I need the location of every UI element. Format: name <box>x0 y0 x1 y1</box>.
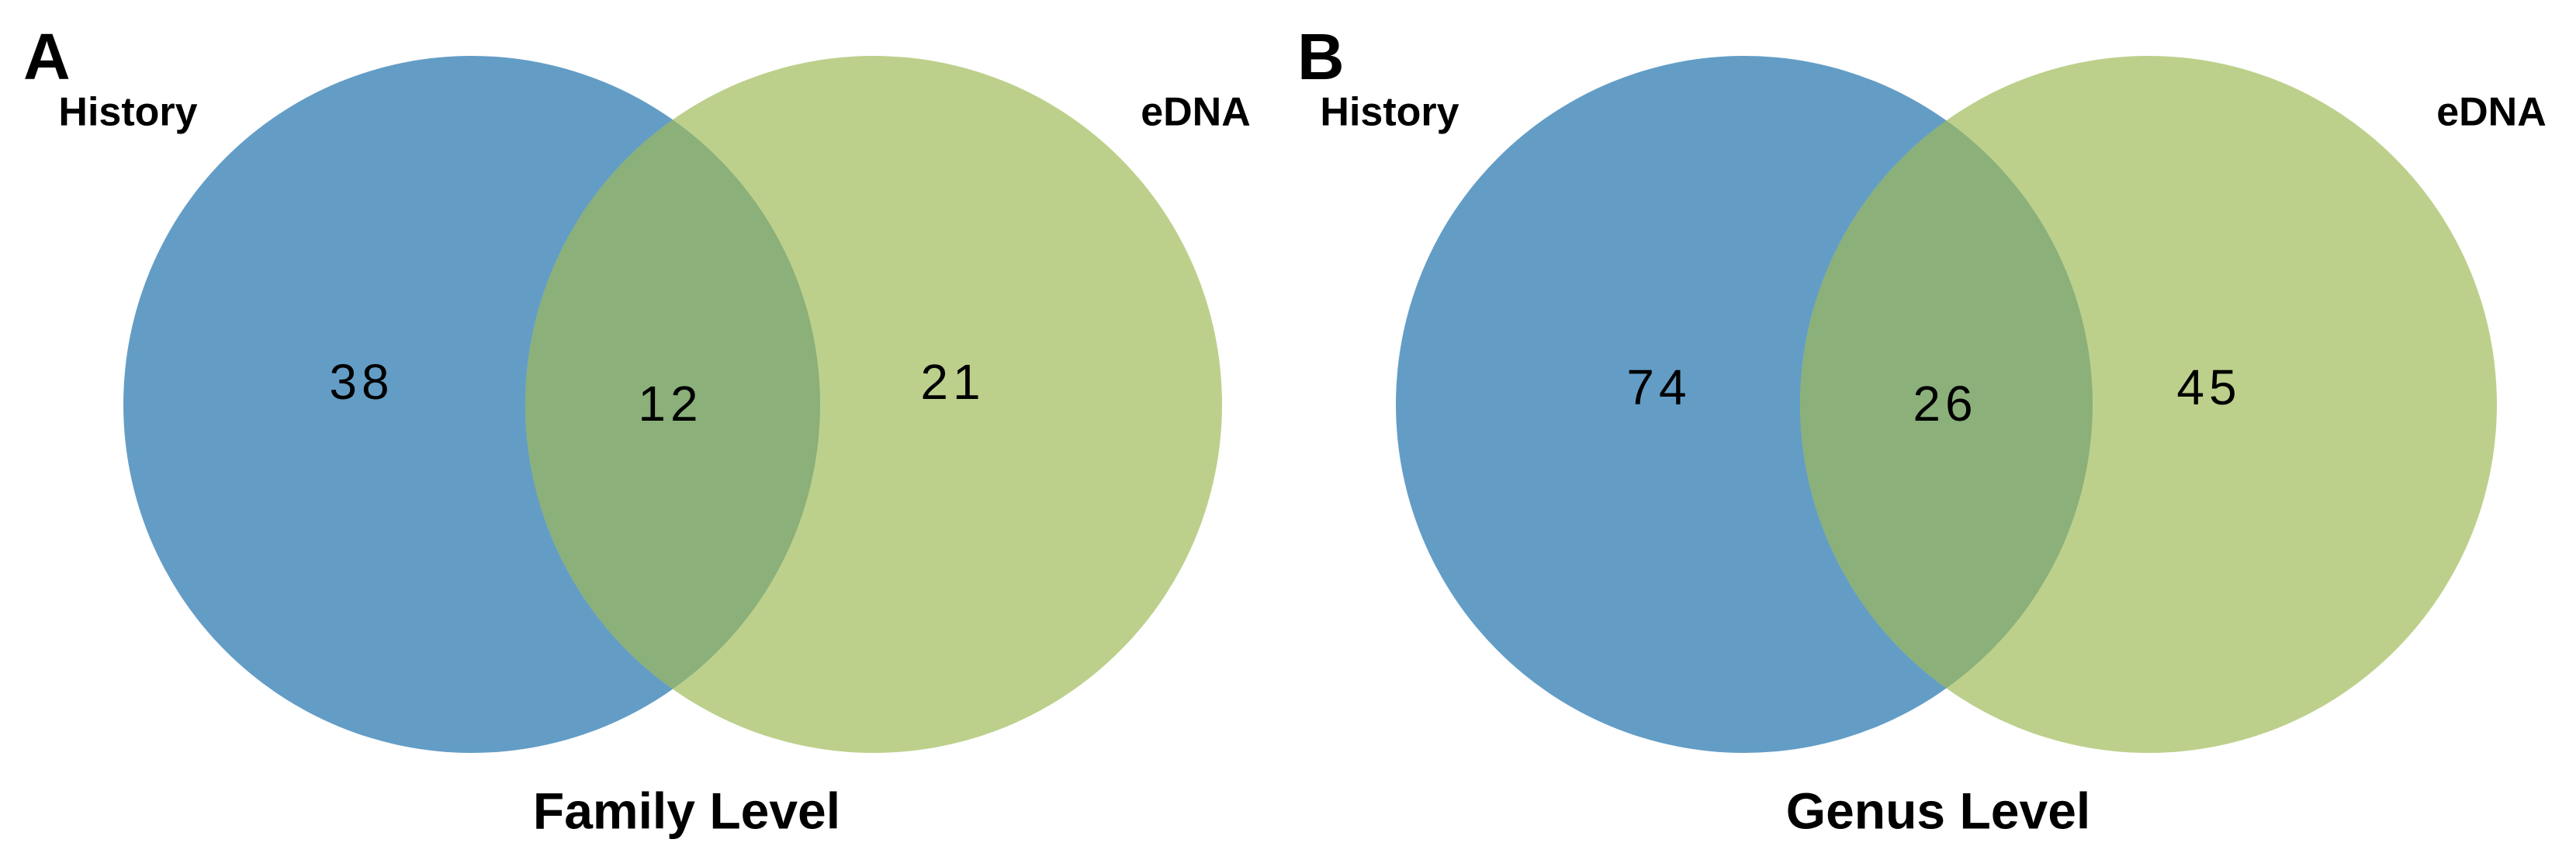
set-name: eDNA <box>1141 90 1251 135</box>
chart-title: Family Level <box>533 782 840 839</box>
overlap-region <box>1800 56 2093 753</box>
panel-label: A <box>23 20 71 93</box>
region-count: 12 <box>638 376 702 432</box>
region-count: 74 <box>1626 359 1691 415</box>
panel-label: B <box>1297 20 1345 93</box>
chart-title: Genus Level <box>1786 782 2091 839</box>
region-count: 21 <box>920 354 985 410</box>
region-count: 38 <box>329 354 393 410</box>
region-count: 26 <box>1913 376 1977 432</box>
overlap-region <box>525 56 820 753</box>
set-name: History <box>58 90 197 135</box>
region-count: 45 <box>2176 359 2241 415</box>
set-name: History <box>1320 90 1459 135</box>
set-name: eDNA <box>2436 90 2547 135</box>
